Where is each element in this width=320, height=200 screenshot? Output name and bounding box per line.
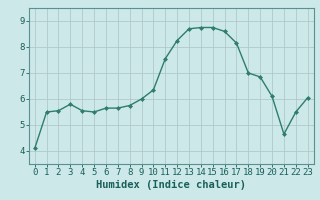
X-axis label: Humidex (Indice chaleur): Humidex (Indice chaleur) xyxy=(96,180,246,190)
